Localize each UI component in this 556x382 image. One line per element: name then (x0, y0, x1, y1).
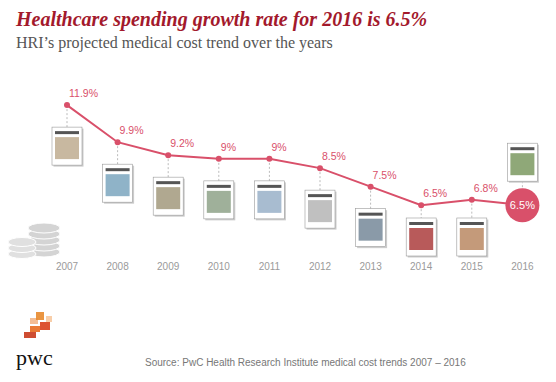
point (317, 165, 323, 171)
thumbnail (254, 181, 286, 221)
thumbnail-line (106, 168, 130, 171)
thumbnail-line (460, 222, 484, 225)
thumbnail (406, 218, 438, 258)
thumbnail-line (409, 222, 433, 225)
connector (320, 172, 321, 190)
logo-block (46, 316, 52, 322)
logo-text: pwc (16, 345, 53, 370)
source: Source: PwC Health Research Institute me… (145, 357, 466, 368)
data-label: 9% (221, 141, 236, 153)
thumbnail-line (156, 181, 180, 184)
connector (421, 209, 422, 218)
thumbnail (457, 218, 489, 258)
x-tick-label: 2008 (106, 261, 129, 272)
coin (8, 238, 36, 247)
thumbnail (204, 181, 236, 221)
point (418, 202, 424, 208)
connector (67, 109, 68, 127)
thumbnail-page (153, 177, 183, 215)
thumbnail-image (359, 219, 383, 241)
x-tick-label: 2015 (461, 261, 484, 272)
data-label: 6.5% (423, 187, 447, 199)
connector (269, 163, 270, 181)
thumbnail-image (257, 191, 281, 213)
thumbnail-page (52, 127, 82, 165)
thumbnail-image (308, 200, 332, 222)
point (64, 102, 70, 108)
thumbnail-page (457, 218, 487, 256)
connector (471, 204, 472, 218)
thumbnail (52, 127, 84, 166)
thumbnail-image (460, 228, 484, 250)
point (216, 156, 222, 162)
thumbnail-line (207, 185, 231, 188)
logo-block (30, 326, 40, 332)
data-label: 9% (271, 141, 286, 153)
logo-block (24, 332, 36, 338)
thumbnail-image (106, 174, 130, 196)
x-tick-label: 2012 (309, 261, 332, 272)
data-label: 6.8% (474, 182, 498, 194)
thumbnail-line (308, 194, 332, 197)
thumbnail-page (254, 181, 284, 219)
coins-icon (8, 223, 60, 259)
thumbnail (103, 164, 135, 204)
thumbnail-image (510, 153, 534, 175)
thumbnail-image (156, 187, 180, 209)
logo: pwc (16, 312, 53, 370)
thumbnail-line (359, 213, 383, 216)
connector (168, 159, 169, 177)
logo-block (40, 322, 50, 330)
thumbnail-image (409, 228, 433, 250)
x-tick-label: 2007 (56, 261, 79, 272)
point (165, 152, 171, 158)
logo-block (36, 312, 44, 320)
connector (218, 163, 219, 181)
point (115, 139, 121, 145)
thumbnail (153, 177, 185, 217)
x-tick-label: 2014 (410, 261, 433, 272)
highlight-point (505, 188, 539, 222)
thumbnail-page (406, 218, 436, 256)
chart: Healthcare spending growth rate for 2016… (0, 0, 556, 382)
point (469, 197, 475, 203)
data-label: 9.2% (170, 137, 194, 149)
x-tick-label: 2016 (511, 261, 534, 272)
plot-area (64, 102, 539, 222)
data-label: 8.5% (322, 150, 346, 162)
data-label: 7.5% (373, 169, 397, 181)
thumbnail-page (356, 209, 386, 247)
subtitle: HRI’s projected medical cost trend over … (16, 34, 333, 52)
title: Healthcare spending growth rate for 2016… (15, 8, 427, 31)
thumbnail-image (55, 137, 79, 159)
point (266, 156, 272, 162)
report-thumbnails (52, 109, 539, 257)
thumbnail (356, 209, 388, 249)
thumbnail-line (257, 185, 281, 188)
data-label: 6.5% (510, 199, 535, 211)
connector (370, 191, 371, 209)
thumbnail-page (507, 143, 537, 181)
point (368, 184, 374, 190)
data-label: 9.9% (120, 124, 144, 136)
thumbnail-line (510, 147, 534, 150)
thumbnail-page (204, 181, 234, 219)
data-label: 11.9% (69, 87, 98, 99)
thumbnail-image (207, 191, 231, 213)
x-tick-label: 2011 (259, 261, 281, 272)
thumbnail-page (305, 190, 335, 228)
thumbnail-page (103, 164, 133, 202)
connector (117, 146, 118, 164)
x-tick-label: 2009 (157, 261, 180, 272)
trend-line (67, 105, 522, 205)
coin (28, 223, 60, 233)
x-tick-label: 2013 (359, 261, 382, 272)
thumbnail (305, 190, 337, 230)
thumbnail (507, 143, 539, 183)
thumbnail-line (55, 131, 79, 134)
x-tick-label: 2010 (208, 261, 231, 272)
